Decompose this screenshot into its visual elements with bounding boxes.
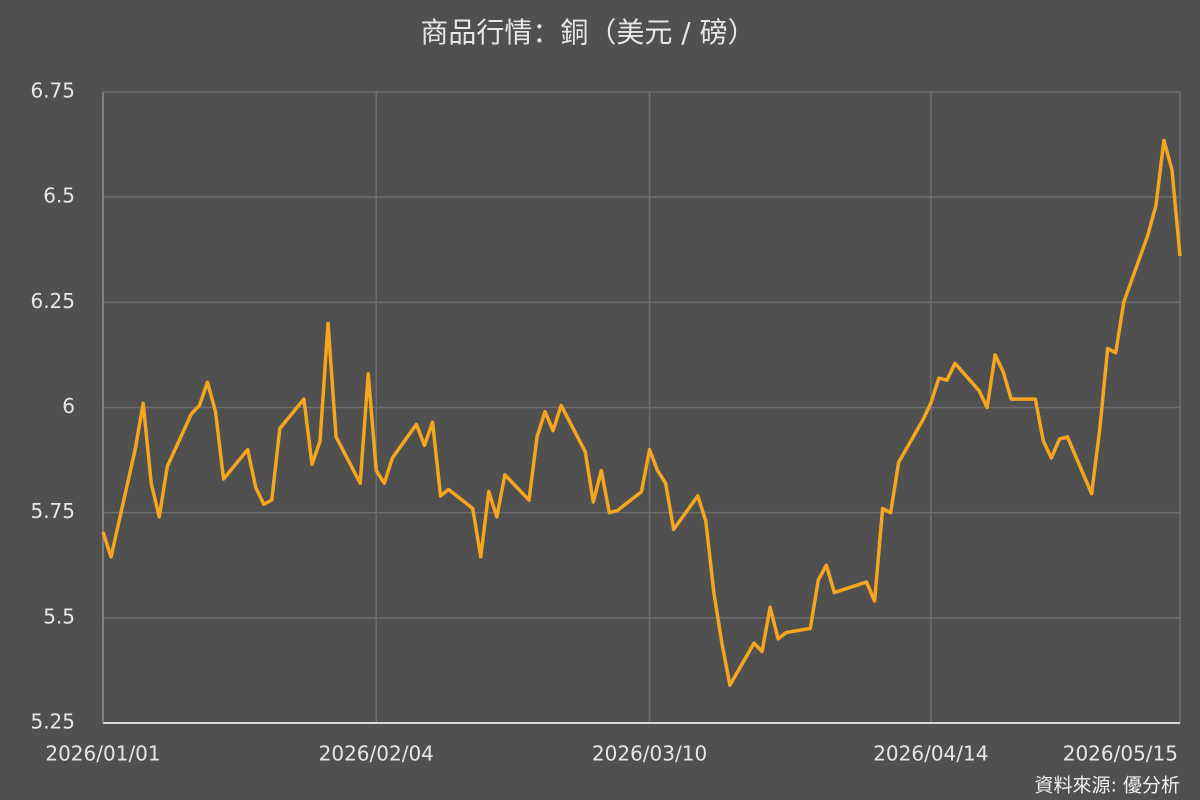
y-tick-label: 6 (62, 394, 75, 418)
chart-title: 商品行情：銅（美元 / 磅） (420, 16, 755, 49)
x-tick-label: 2026/04/14 (873, 742, 988, 766)
x-tick-label: 2026/01/01 (45, 742, 160, 766)
data-line (101, 138, 1182, 687)
y-tick-label: 6.75 (30, 79, 75, 103)
source-note: 資料來源: 優分析 (1035, 775, 1180, 797)
y-tick-label: 6.5 (43, 184, 75, 208)
x-tick-label: 2026/03/10 (592, 742, 707, 766)
y-tick-label: 5.25 (30, 710, 75, 734)
y-tick-label: 6.25 (30, 289, 75, 313)
x-tick-label: 2026/02/04 (319, 742, 434, 766)
y-tick-label: 5.5 (43, 604, 75, 628)
y-tick-label: 5.75 (30, 499, 75, 523)
x-tick-label: 2026/05/15 (1063, 742, 1178, 766)
